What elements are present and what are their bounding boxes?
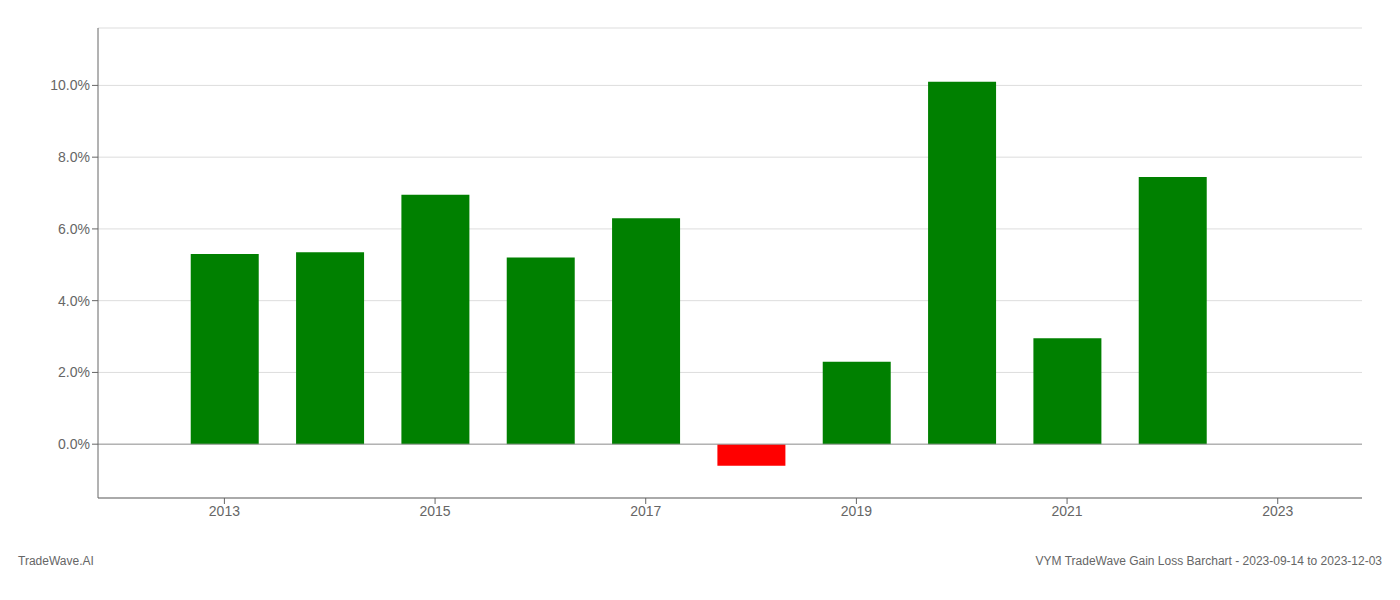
svg-text:6.0%: 6.0%	[58, 221, 90, 237]
html-text:VYM TradeWave Gain Loss Barcha: VYM TradeWave Gain Loss Barchart - 2023-…	[1035, 554, 1382, 568]
svg-text:10.0%: 10.0%	[50, 77, 90, 93]
svg-text:2013: 2013	[209, 503, 240, 519]
svg-text:2.0%: 2.0%	[58, 364, 90, 380]
svg-text:8.0%: 8.0%	[58, 149, 90, 165]
svg-text:0.0%: 0.0%	[58, 436, 90, 452]
svg-text:4.0%: 4.0%	[58, 293, 90, 309]
svg-text:2017: 2017	[630, 503, 661, 519]
svg-text:2023: 2023	[1262, 503, 1293, 519]
svg-text:2015: 2015	[419, 503, 450, 519]
svg-text:2019: 2019	[841, 503, 872, 519]
html-text:TradeWave.AI: TradeWave.AI	[18, 554, 94, 568]
svg-text:2021: 2021	[1051, 503, 1082, 519]
